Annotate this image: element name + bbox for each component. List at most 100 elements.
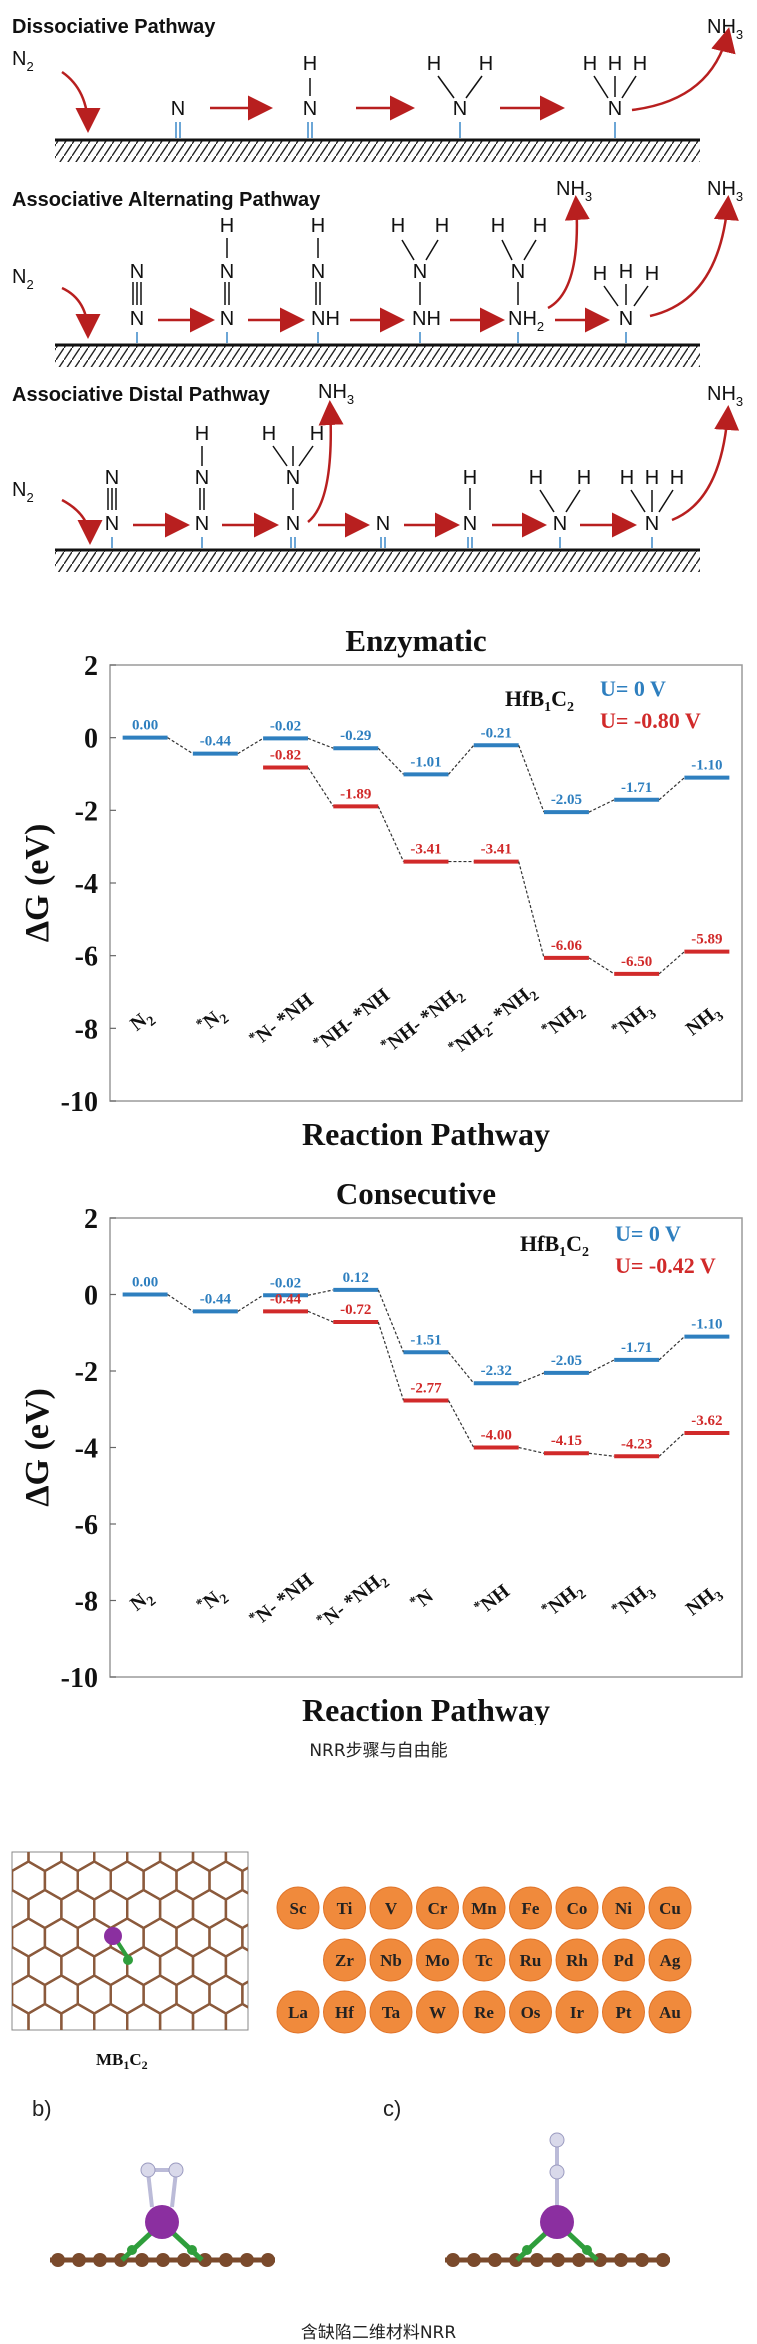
connector-line bbox=[307, 1289, 334, 1296]
element-symbol: Zr bbox=[335, 1951, 354, 1970]
release-arrow bbox=[671, 405, 740, 522]
element-circle bbox=[276, 1886, 320, 1930]
nh3-label: NH3 bbox=[707, 16, 743, 42]
atom-label: H bbox=[608, 53, 622, 75]
atom-label: N bbox=[195, 467, 209, 489]
element-circle bbox=[555, 1990, 599, 2034]
element-symbol: Ru bbox=[520, 1951, 542, 1970]
data-label: -0.82 bbox=[270, 747, 301, 763]
data-label: -1.51 bbox=[410, 1332, 441, 1348]
element-circle bbox=[462, 1938, 506, 1982]
element-circle bbox=[416, 1886, 459, 1930]
data-label: -3.41 bbox=[410, 842, 441, 858]
bond bbox=[633, 285, 649, 307]
element-symbol: Pd bbox=[614, 1951, 634, 1970]
atom-label: N bbox=[220, 261, 234, 283]
nh-label: NH bbox=[412, 308, 441, 330]
element-circle bbox=[602, 1886, 645, 1930]
element-circle bbox=[648, 1990, 692, 2034]
data-label: -0.29 bbox=[340, 728, 371, 744]
data-label: 0.12 bbox=[343, 1270, 369, 1286]
element-symbol: Sc bbox=[290, 1899, 307, 1918]
atom-label: H bbox=[195, 423, 209, 445]
data-label: -2.05 bbox=[551, 1353, 582, 1369]
atom-label: N bbox=[105, 467, 119, 489]
data-label: 0.00 bbox=[132, 718, 158, 734]
step-label: *NH3 bbox=[609, 998, 660, 1046]
step-label: *NH2 bbox=[539, 1578, 590, 1626]
surface-dissociative bbox=[55, 140, 700, 162]
data-label: -3.62 bbox=[691, 1413, 722, 1429]
bond bbox=[630, 489, 646, 513]
nh3-label: NH3 bbox=[556, 178, 592, 204]
data-label: -1.01 bbox=[410, 754, 441, 770]
element-symbol: Ta bbox=[382, 2003, 401, 2022]
release-arrow bbox=[631, 27, 736, 112]
element-symbol: Co bbox=[567, 1899, 588, 1918]
atom-label: N bbox=[220, 308, 234, 330]
element-symbol: La bbox=[288, 2003, 308, 2022]
connector-line bbox=[307, 1310, 334, 1323]
connector-line bbox=[658, 951, 685, 975]
atom-label: H bbox=[533, 215, 547, 237]
bond bbox=[565, 489, 581, 513]
atom-label: N bbox=[511, 261, 525, 283]
data-label: -1.89 bbox=[340, 786, 371, 802]
data-label: -1.71 bbox=[621, 780, 652, 796]
step-label: N2 bbox=[126, 1585, 159, 1619]
connector-line bbox=[307, 737, 334, 749]
honeycomb-lattice bbox=[12, 1852, 248, 2030]
metal-atom bbox=[145, 2205, 179, 2239]
atom-label: N bbox=[553, 513, 567, 535]
nh3-label: NH3 bbox=[707, 178, 743, 204]
connector-line bbox=[447, 1400, 475, 1448]
atom-label: H bbox=[593, 263, 607, 285]
release-arrow bbox=[61, 286, 101, 339]
atom-label: N bbox=[413, 261, 427, 283]
element-symbol: Ag bbox=[660, 1951, 681, 1970]
nh3-label: NH3 bbox=[707, 383, 743, 409]
element-circle bbox=[602, 1938, 645, 1982]
release-arrow bbox=[61, 498, 103, 545]
y-tick-label: 2 bbox=[84, 1204, 98, 1235]
legend-entry: U= -0.42 V bbox=[615, 1253, 716, 1278]
nh-label: NH bbox=[311, 308, 340, 330]
data-label: -5.89 bbox=[691, 932, 722, 948]
bond bbox=[539, 489, 555, 513]
atom-label: N bbox=[286, 467, 300, 489]
surface-distal bbox=[55, 550, 700, 572]
element-symbol: Mn bbox=[471, 1899, 497, 1918]
atom-label: N bbox=[645, 513, 659, 535]
atom-label: H bbox=[220, 215, 234, 237]
step-label: N2 bbox=[126, 1005, 159, 1039]
data-label: -1.10 bbox=[691, 1317, 722, 1333]
data-label: -2.32 bbox=[481, 1363, 512, 1379]
step-label: *N- *NH2 bbox=[314, 1567, 393, 1637]
data-label: -0.72 bbox=[340, 1302, 371, 1318]
atom-label: N bbox=[376, 513, 390, 535]
element-circle bbox=[648, 1886, 692, 1930]
bond bbox=[437, 75, 455, 99]
data-label: -4.23 bbox=[621, 1436, 652, 1452]
n2-label: N2 bbox=[12, 48, 34, 74]
surface-alternating bbox=[55, 345, 700, 367]
connector-line bbox=[377, 747, 404, 775]
metal-atom bbox=[540, 2205, 574, 2239]
atom-label: H bbox=[391, 215, 405, 237]
legend-entry: U= -0.80 V bbox=[600, 708, 701, 733]
pathway-title-dissociative: Dissociative Pathway bbox=[12, 16, 216, 38]
bond bbox=[621, 75, 637, 99]
element-circle bbox=[509, 1938, 552, 1982]
element-symbol: Au bbox=[659, 2003, 681, 2022]
lattice-frame bbox=[11, 1851, 249, 2031]
connector-line bbox=[588, 1359, 615, 1374]
element-circle bbox=[555, 1938, 599, 1982]
element-circle bbox=[509, 1990, 552, 2034]
data-label: 0.00 bbox=[132, 1275, 158, 1291]
data-label: -1.10 bbox=[691, 758, 722, 774]
element-circle bbox=[323, 1938, 366, 1982]
nh3-label: NH3 bbox=[318, 381, 354, 407]
bond bbox=[523, 239, 537, 261]
step-label: NH3 bbox=[682, 1580, 727, 1623]
